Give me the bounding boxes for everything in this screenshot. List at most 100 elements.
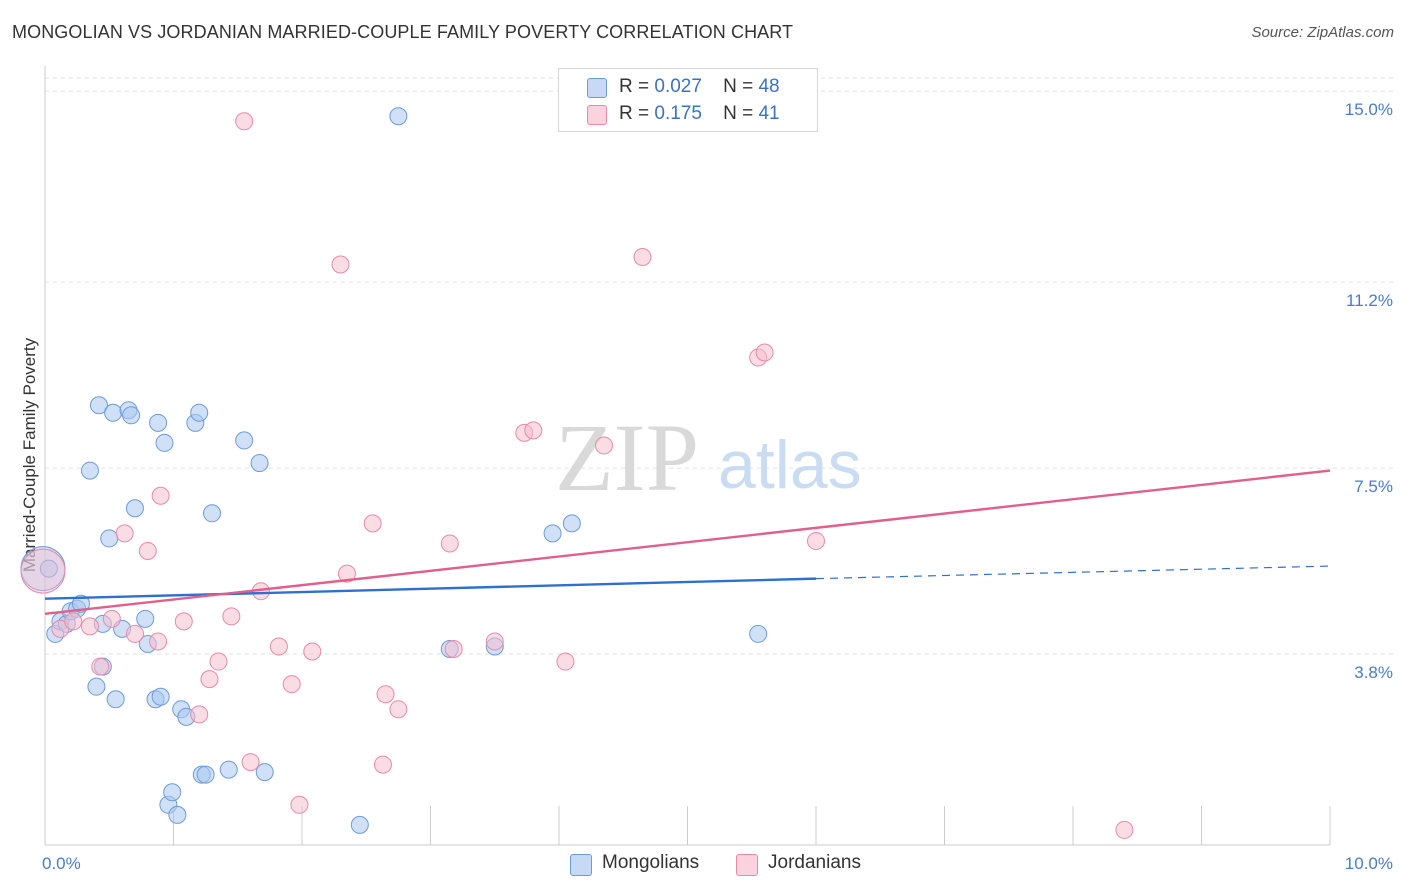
point-mongolians [89, 396, 108, 415]
point-mongolians [136, 609, 155, 628]
point-jordanians [200, 670, 219, 689]
point-mongolians [71, 594, 90, 613]
point-jordanians [174, 612, 193, 631]
point-jordanians [64, 612, 83, 631]
point-mongolians [350, 815, 369, 834]
point-jordanians [190, 705, 209, 724]
point-mongolians [168, 805, 187, 824]
r-label: R = [619, 103, 650, 124]
y-tick-label: 7.5% [1354, 477, 1393, 496]
point-jordanians [485, 632, 504, 651]
source-label: Source: ZipAtlas.com [1251, 24, 1394, 41]
point-jordanians [807, 531, 825, 550]
point-jordanians [235, 112, 254, 131]
legend-label-mongolians: Mongolians [602, 852, 700, 873]
point-mongolians [80, 461, 99, 480]
point-jordanians [222, 607, 241, 626]
point-jordanians [209, 652, 228, 671]
point-mongolians [125, 499, 144, 518]
point-mongolians [100, 529, 119, 548]
point-jordanians [115, 524, 134, 543]
point-jordanians [363, 514, 382, 533]
point-jordanians [91, 657, 110, 676]
trend-line-mongolians [44, 577, 817, 600]
point-mongolians [122, 406, 141, 425]
point-jordanians [102, 609, 121, 628]
point-mongolians [255, 763, 274, 782]
point-jordanians [241, 753, 260, 772]
point-jordanians [269, 637, 288, 656]
legend-text-jordanians: R = 0.175 N = 41 [619, 103, 780, 125]
trend-extension-mongolians [815, 565, 1331, 580]
watermark-zip: ZIP [555, 404, 699, 511]
point-mongolians [149, 413, 168, 432]
trend-lines [44, 469, 1331, 616]
legend-swatch-mongolians [570, 854, 592, 876]
point-mongolians [155, 433, 174, 452]
watermark-atlas: atlas [718, 427, 862, 503]
point-jordanians [337, 564, 356, 583]
point-jordanians [331, 255, 350, 274]
point-jordanians [290, 795, 309, 814]
point-jordanians [633, 247, 652, 266]
point-mongolians [151, 687, 170, 706]
point-jordanians [80, 617, 99, 636]
point-mongolians [196, 765, 215, 784]
y-tick-label: 15.0% [1345, 100, 1393, 119]
chart-title: MONGOLIAN VS JORDANIAN MARRIED-COUPLE FA… [12, 22, 794, 42]
point-mongolians [106, 690, 125, 709]
x-tick-label: 0.0% [42, 854, 81, 873]
point-mongolians [389, 107, 408, 126]
trend-line-jordanians [44, 469, 1331, 616]
point-jordanians [282, 675, 301, 694]
point-mongolians [203, 504, 222, 523]
legend-label-jordanians: Jordanians [768, 852, 861, 873]
n-label: N = [723, 103, 754, 124]
point-mongolians [190, 403, 209, 422]
legend-swatch-jordanians [587, 105, 607, 125]
point-jordanians [755, 343, 774, 362]
data-points [20, 107, 1134, 839]
tick-labels: 3.8% 7.5% 11.2% 15.0% 0.0% 10.0% [42, 100, 1393, 873]
point-jordanians [444, 639, 463, 658]
point-mongolians [87, 677, 106, 696]
point-mongolians [219, 760, 238, 779]
legend-text-mongolians: R = 0.027 N = 48 [619, 76, 780, 98]
point-jordanians [138, 541, 157, 560]
legend-swatch-mongolians [587, 78, 607, 98]
point-jordanians [149, 632, 168, 651]
n-value: 48 [758, 76, 780, 97]
point-mongolians [250, 454, 269, 473]
n-label: N = [723, 76, 754, 97]
point-mongolians [562, 514, 581, 533]
correlation-legend: R = 0.027 N = 48 R = 0.175 N = 41 [558, 68, 818, 132]
x-tick-label: 10.0% [1345, 854, 1393, 873]
point-jordanians [303, 642, 322, 661]
point-mongolians [104, 403, 123, 422]
point-mongolians [39, 559, 58, 578]
point-jordanians [20, 548, 66, 594]
point-jordanians [151, 486, 170, 505]
point-mongolians [163, 783, 182, 802]
point-jordanians [1115, 820, 1134, 839]
point-jordanians [125, 624, 144, 643]
point-jordanians [524, 421, 543, 440]
point-jordanians [373, 755, 392, 774]
point-jordanians [440, 534, 459, 553]
point-jordanians [594, 436, 613, 455]
r-label: R = [619, 76, 650, 97]
y-tick-label: 3.8% [1354, 663, 1393, 682]
n-value: 41 [758, 103, 780, 124]
r-value: 0.027 [654, 76, 702, 97]
r-value: 0.175 [654, 103, 702, 124]
point-jordanians [376, 685, 395, 704]
point-jordanians [556, 652, 575, 671]
point-mongolians [543, 524, 562, 543]
point-mongolians [749, 624, 768, 643]
axes [44, 66, 1331, 846]
legend-swatch-jordanians [736, 854, 758, 876]
point-jordanians [389, 700, 408, 719]
gridlines [45, 77, 1395, 655]
y-tick-label: 11.2% [1346, 291, 1393, 310]
